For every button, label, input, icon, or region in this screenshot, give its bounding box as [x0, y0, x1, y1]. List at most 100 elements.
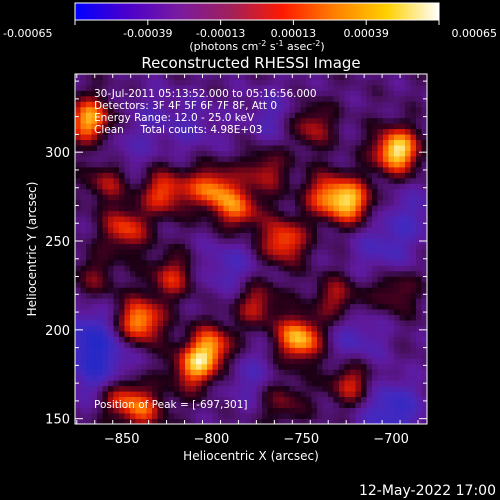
heatmap-cell — [344, 238, 351, 244]
heatmap-cell — [75, 199, 81, 206]
heatmap-cell — [234, 374, 241, 381]
heatmap-cell — [102, 254, 109, 261]
heatmap-cell — [251, 374, 257, 381]
heatmap-cell — [196, 385, 202, 392]
heatmap-cell — [201, 341, 208, 348]
heatmap-cell — [262, 172, 268, 179]
heatmap-cell — [416, 123, 422, 130]
heatmap-cell — [113, 385, 120, 392]
heatmap-cell — [75, 347, 81, 354]
heatmap-cell — [163, 84, 169, 91]
heatmap-cell — [174, 385, 180, 392]
heatmap-cell — [113, 128, 120, 135]
heatmap-cell — [75, 265, 81, 272]
heatmap-cell — [124, 95, 131, 102]
heatmap-cell — [119, 374, 125, 381]
heatmap-cell — [328, 276, 334, 283]
heatmap-cell — [355, 183, 362, 190]
heatmap-cell — [256, 74, 263, 80]
heatmap-cell — [218, 101, 224, 108]
heatmap-cell — [152, 79, 158, 86]
heatmap-cell — [383, 298, 389, 305]
heatmap-cell — [361, 276, 367, 283]
heatmap-cell — [251, 117, 257, 124]
heatmap-cell — [185, 232, 191, 239]
heatmap-cell — [311, 232, 318, 239]
heatmap-cell — [377, 188, 384, 195]
heatmap-cell — [421, 172, 427, 179]
heatmap-cell — [410, 396, 417, 403]
heatmap-cell — [229, 221, 235, 228]
heatmap-cell — [240, 74, 246, 80]
heatmap-cell — [284, 303, 290, 310]
heatmap-cell — [256, 265, 263, 272]
heatmap-cell — [295, 352, 301, 359]
heatmap-cell — [190, 106, 197, 113]
heatmap-cell — [229, 292, 235, 299]
heatmap-cell — [212, 352, 219, 359]
heatmap-cell — [86, 276, 92, 283]
heatmap-cell — [311, 238, 318, 244]
heatmap-cell — [300, 172, 307, 179]
heatmap-cell — [75, 123, 81, 130]
heatmap-cell — [350, 320, 356, 326]
heatmap-cell — [328, 95, 334, 102]
heatmap-cell — [394, 84, 400, 91]
heatmap-cell — [295, 254, 301, 261]
heatmap-cell — [130, 298, 136, 305]
heatmap-cell — [267, 150, 274, 157]
heatmap-cell — [278, 194, 285, 201]
heatmap-cell — [295, 276, 301, 283]
heatmap-cell — [267, 74, 274, 80]
heatmap-cell — [295, 320, 301, 326]
heatmap-cell — [229, 341, 235, 348]
heatmap-cell — [146, 139, 153, 146]
heatmap-cell — [388, 303, 395, 310]
heatmap-cell — [372, 374, 378, 381]
heatmap-cell — [174, 172, 180, 179]
heatmap-cell — [344, 407, 351, 414]
heatmap-cell — [372, 145, 378, 151]
heatmap-cell — [229, 145, 235, 151]
heatmap-cell — [91, 79, 98, 86]
heatmap-cell — [328, 314, 334, 321]
heatmap-cell — [284, 276, 290, 283]
heatmap-cell — [141, 402, 147, 408]
heatmap-cell — [113, 418, 120, 424]
heatmap-cell — [229, 205, 235, 212]
heatmap-cell — [185, 385, 191, 392]
heatmap-cell — [141, 243, 147, 250]
heatmap-cell — [350, 331, 356, 337]
colorbar-tick-label: -0.00065 — [3, 27, 52, 40]
heatmap-cell — [311, 145, 318, 151]
heatmap-cell — [119, 331, 125, 337]
heatmap-cell — [410, 369, 417, 376]
heatmap-cell — [416, 303, 422, 310]
heatmap-cell — [421, 227, 427, 233]
heatmap-cell — [141, 292, 147, 299]
heatmap-cell — [333, 314, 340, 321]
heatmap-cell — [284, 413, 290, 419]
heatmap-cell — [399, 238, 406, 244]
heatmap-cell — [86, 156, 92, 162]
heatmap-cell — [108, 276, 114, 283]
heatmap-cell — [317, 298, 323, 305]
heatmap-cell — [405, 363, 411, 370]
heatmap-cell — [421, 369, 427, 376]
heatmap-cell — [108, 396, 114, 403]
heatmap-cell — [234, 134, 241, 141]
heatmap-cell — [163, 183, 169, 190]
heatmap-cell — [355, 287, 362, 294]
heatmap-cell — [135, 369, 142, 376]
heatmap-cell — [108, 265, 114, 272]
heatmap-cell — [300, 276, 307, 283]
heatmap-cell — [234, 90, 241, 97]
heatmap-cell — [218, 407, 224, 414]
colorbar-tick-label: 0.00065 — [452, 27, 498, 40]
heatmap-cell — [80, 331, 87, 337]
heatmap-cell — [174, 194, 180, 201]
heatmap-cell — [240, 243, 246, 250]
heatmap-cell — [405, 145, 411, 151]
heatmap-cell — [306, 74, 312, 80]
heatmap-cell — [174, 407, 180, 414]
